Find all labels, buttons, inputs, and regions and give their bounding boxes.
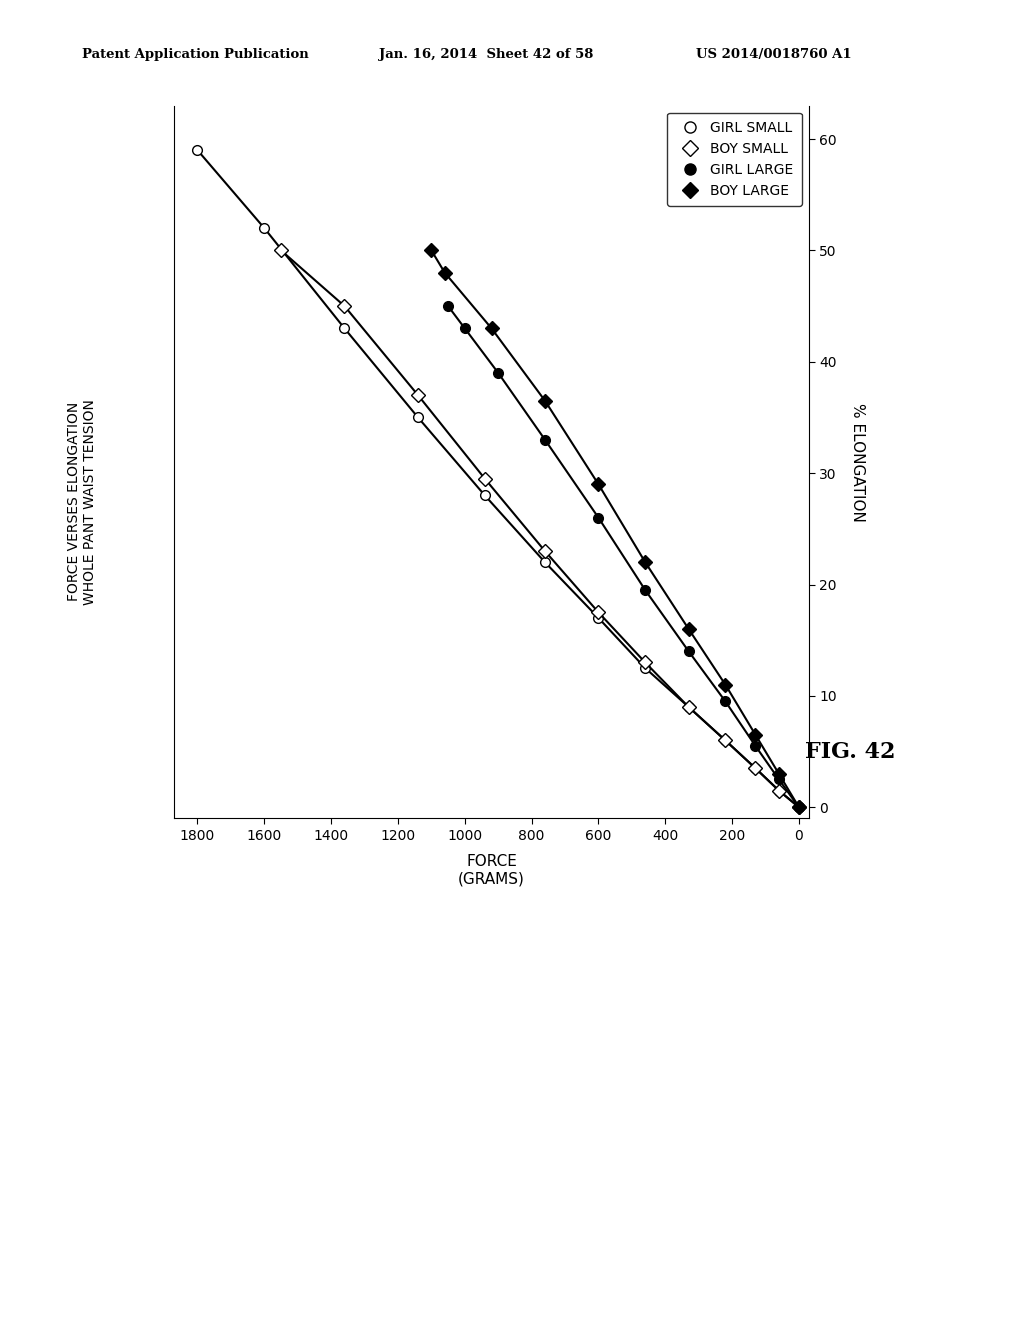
BOY LARGE [425, 243, 437, 259]
Text: US 2014/0018760 A1: US 2014/0018760 A1 [696, 48, 852, 61]
GIRL SMALL [793, 800, 805, 816]
GIRL LARGE [459, 321, 471, 337]
Y-axis label: % ELONGATION: % ELONGATION [850, 403, 865, 521]
GIRL LARGE [719, 693, 731, 709]
BOY SMALL [773, 783, 785, 799]
Text: Jan. 16, 2014  Sheet 42 of 58: Jan. 16, 2014 Sheet 42 of 58 [379, 48, 593, 61]
GIRL SMALL [338, 321, 350, 337]
Line: BOY SMALL: BOY SMALL [276, 246, 804, 812]
GIRL LARGE [539, 432, 551, 447]
GIRL SMALL [539, 554, 551, 570]
BOY SMALL [478, 471, 490, 487]
GIRL SMALL [258, 220, 270, 236]
X-axis label: FORCE
(GRAMS): FORCE (GRAMS) [458, 854, 525, 886]
GIRL SMALL [592, 610, 604, 626]
Text: Patent Application Publication: Patent Application Publication [82, 48, 308, 61]
GIRL SMALL [412, 409, 424, 425]
GIRL SMALL [719, 733, 731, 748]
BOY LARGE [485, 321, 498, 337]
Line: GIRL SMALL: GIRL SMALL [193, 145, 804, 812]
BOY SMALL [683, 700, 695, 715]
BOY SMALL [592, 605, 604, 620]
GIRL SMALL [683, 700, 695, 715]
BOY LARGE [639, 554, 651, 570]
BOY LARGE [719, 677, 731, 693]
BOY LARGE [683, 622, 695, 638]
GIRL LARGE [683, 643, 695, 659]
BOY SMALL [274, 243, 287, 259]
GIRL LARGE [773, 771, 785, 787]
GIRL SMALL [773, 783, 785, 799]
BOY LARGE [592, 477, 604, 492]
BOY LARGE [539, 393, 551, 409]
GIRL SMALL [478, 487, 490, 503]
BOY LARGE [793, 800, 805, 816]
Line: GIRL LARGE: GIRL LARGE [443, 301, 804, 812]
Line: BOY LARGE: BOY LARGE [427, 246, 804, 812]
BOY LARGE [773, 766, 785, 781]
BOY SMALL [639, 655, 651, 671]
GIRL LARGE [592, 510, 604, 525]
BOY SMALL [793, 800, 805, 816]
BOY SMALL [539, 544, 551, 560]
Text: FIG. 42: FIG. 42 [805, 742, 895, 763]
GIRL LARGE [442, 298, 455, 314]
BOY LARGE [438, 265, 451, 281]
BOY SMALL [338, 298, 350, 314]
GIRL LARGE [750, 738, 762, 754]
Text: FORCE VERSES ELONGATION
WHOLE PANT WAIST TENSION: FORCE VERSES ELONGATION WHOLE PANT WAIST… [67, 399, 97, 605]
GIRL LARGE [793, 800, 805, 816]
BOY SMALL [750, 760, 762, 776]
GIRL SMALL [191, 143, 204, 158]
GIRL LARGE [639, 582, 651, 598]
GIRL LARGE [493, 364, 505, 380]
BOY SMALL [412, 387, 424, 403]
BOY SMALL [719, 733, 731, 748]
GIRL SMALL [639, 660, 651, 676]
Legend: GIRL SMALL, BOY SMALL, GIRL LARGE, BOY LARGE: GIRL SMALL, BOY SMALL, GIRL LARGE, BOY L… [668, 112, 802, 206]
GIRL SMALL [750, 760, 762, 776]
BOY LARGE [750, 727, 762, 743]
